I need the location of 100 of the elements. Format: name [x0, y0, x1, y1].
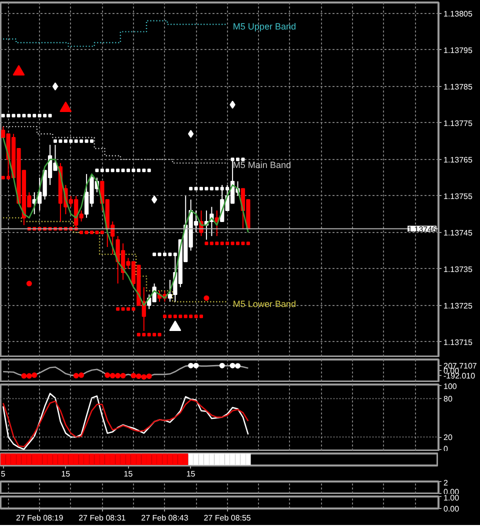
y-tick-label: -192.010: [444, 371, 476, 380]
point: [12, 64, 25, 76]
point: [26, 373, 32, 379]
y-tick-label: 1.13735: [444, 264, 473, 274]
y-tick-label: 207.7107: [444, 361, 478, 370]
point: [110, 168, 114, 172]
y-tick-label: 1.13765: [444, 155, 473, 164]
x-tick-label: 15: [124, 470, 134, 478]
point: [142, 332, 146, 336]
point: [26, 280, 32, 286]
point: [236, 158, 240, 162]
y-tick-label: 1.13725: [444, 301, 473, 310]
x-tick-label: 27 Feb 08:19: [16, 514, 64, 522]
point: [184, 314, 188, 318]
point: [78, 372, 84, 378]
point: [163, 314, 166, 318]
point: [120, 372, 126, 378]
point: [241, 242, 245, 246]
point: [147, 168, 151, 172]
point: [21, 373, 27, 379]
point: [152, 252, 156, 256]
point: [189, 314, 193, 318]
point: [115, 372, 121, 378]
point: [116, 307, 120, 311]
point: [235, 363, 240, 369]
point: [173, 252, 177, 256]
y-tick-label: 80: [444, 394, 453, 404]
annotation: M5 Upper Band: [232, 21, 296, 32]
y-tick-label: 1.13805: [444, 9, 473, 18]
point: [32, 372, 38, 378]
y-tick-label: 1.13745: [444, 228, 473, 238]
point: [230, 242, 234, 246]
point: [73, 372, 79, 378]
point: [17, 114, 20, 118]
point: [220, 242, 224, 246]
x-tick-label: 27 Feb 08:55: [204, 514, 252, 522]
point: [84, 139, 88, 143]
point: [230, 158, 234, 162]
y-tick-label: 20: [444, 433, 453, 442]
point: [100, 230, 104, 234]
point: [52, 82, 58, 90]
point: [104, 372, 110, 378]
point: [121, 307, 125, 311]
y-tick-label: 1.00: [444, 494, 460, 502]
point: [246, 242, 250, 246]
point: [126, 307, 130, 311]
annotation: M5 Main Band: [232, 160, 291, 170]
point: [1, 114, 5, 118]
point: [230, 100, 236, 109]
point: [241, 158, 245, 162]
point: [158, 252, 162, 256]
point: [32, 114, 36, 118]
point: [158, 332, 162, 336]
point: [188, 130, 194, 138]
x-tick-label: 27 Feb 08:43: [141, 514, 189, 522]
point: [48, 114, 52, 118]
y-tick-label: 1.13775: [444, 118, 473, 128]
point: [132, 307, 136, 311]
point: [12, 114, 16, 118]
point: [64, 139, 68, 143]
point: [136, 168, 140, 172]
point: [116, 168, 120, 172]
x-tick-label: 15: [186, 470, 196, 478]
point: [69, 139, 73, 143]
point: [230, 362, 236, 368]
point: [38, 114, 42, 118]
y-tick-label: 1.13755: [444, 192, 473, 201]
point: [130, 372, 136, 378]
point: [22, 114, 26, 118]
point: [200, 314, 203, 318]
point: [152, 332, 156, 336]
point: [43, 114, 47, 118]
x-tick-label: 15: [61, 470, 71, 478]
y-tick-label: 1.13795: [444, 46, 473, 55]
y-tick-label: 2: [444, 478, 448, 488]
point: [74, 139, 78, 143]
y-tick-label: 1.13715: [444, 338, 473, 347]
point: [194, 186, 198, 190]
point: [80, 139, 84, 143]
point: [136, 332, 140, 336]
line-series: [2, 399, 249, 448]
point: [168, 314, 172, 318]
point: [236, 242, 240, 246]
y-tick-label: 0.00: [444, 504, 460, 514]
point: [146, 373, 152, 379]
point: [178, 314, 182, 318]
point: [141, 374, 147, 380]
point: [194, 314, 198, 318]
point: [106, 168, 110, 172]
point: [204, 242, 208, 246]
point: [226, 242, 230, 246]
point: [95, 168, 99, 172]
point: [151, 196, 158, 204]
point: [27, 114, 31, 118]
point: [58, 139, 62, 143]
point: [173, 314, 177, 318]
annotation: M5 Lower Band: [232, 298, 296, 309]
point: [84, 230, 88, 234]
point: [188, 362, 194, 368]
point: [210, 242, 214, 246]
